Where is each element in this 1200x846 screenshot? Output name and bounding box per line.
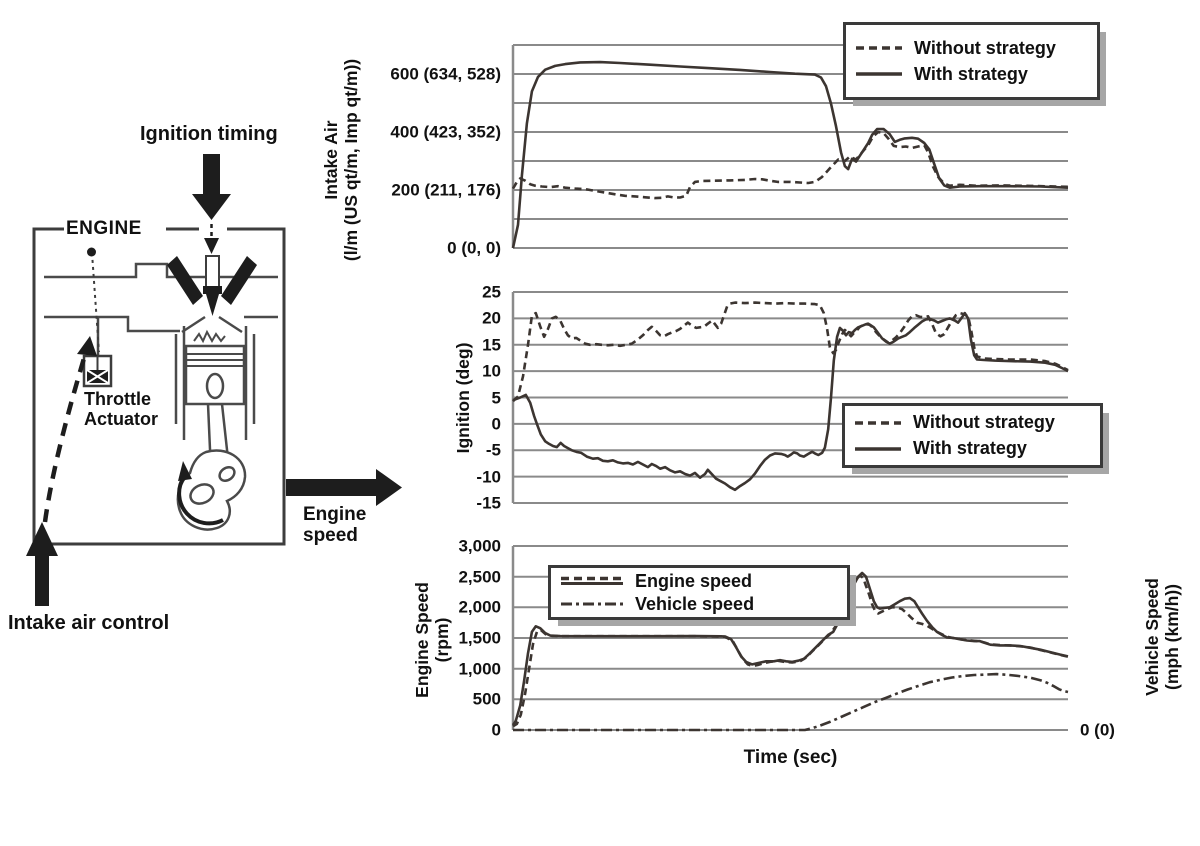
intake-to-throttle-dashed-arrow (42, 336, 97, 523)
y-axis-tick-label: 10 (482, 361, 501, 381)
y-axis-tick-label: 2,500 (458, 567, 501, 587)
legend-label: Vehicle speed (635, 593, 755, 614)
intake-air-legend: Without strategy With strategy (843, 22, 1100, 100)
intake-air-axis-title: Intake Air (l/m (US qt/m, Imp qt/m)) (321, 58, 361, 262)
engine-speed-label: Engine speed (303, 504, 367, 546)
dashed-line-icon (855, 420, 901, 425)
y-axis-tick-label: 0 (491, 414, 501, 434)
throttle-actuator-label: Throttle Actuator (84, 389, 159, 429)
time-axis-title: Time (sec) (743, 747, 838, 768)
legend-label: Engine speed (635, 570, 753, 591)
legend-label: Without strategy (913, 412, 1055, 432)
dashed-line-icon (856, 46, 902, 50)
legend-label: Without strategy (914, 37, 1056, 58)
solid-line-icon (855, 446, 901, 451)
y-axis-tick-label: 1,000 (458, 659, 501, 679)
legend-row: Without strategy (856, 38, 1087, 59)
legend-row: With strategy (856, 64, 1087, 85)
y-axis-tick-label: -15 (476, 493, 501, 513)
vehicle-speed-axis-title: Vehicle Speed (mph (km/h)) (1142, 578, 1182, 696)
intake-valve-icon (167, 256, 203, 305)
ignition-timing-label: Ignition timing (140, 123, 278, 145)
throttle-actuator-icon (82, 247, 113, 388)
legend-row: With strategy (855, 438, 1090, 459)
engine-label: ENGINE (66, 218, 142, 239)
cylinder-walls (174, 326, 256, 440)
series-with-strategy-solid (512, 311, 1069, 492)
legend-label: With strategy (913, 438, 1027, 458)
y-axis-tick-label: 200 (211, 176) (391, 180, 501, 200)
y-axis-tick-label: 500 (472, 689, 501, 709)
y-axis-tick-label: 2,000 (458, 597, 501, 617)
piston-icon (184, 344, 246, 406)
y-axis-tick-label: 25 (482, 282, 501, 302)
legend-row: Without strategy (855, 412, 1090, 433)
y-axis-tick-label: -10 (476, 467, 501, 487)
series-with-strategy-solid (511, 60, 1069, 249)
series-without-strategy-dashed (511, 130, 1069, 200)
legend-row: Engine speed (561, 571, 837, 592)
engine-box-outline (32, 227, 286, 546)
y-axis-tick-label: 5 (491, 388, 501, 407)
crank-rotation-arrow (177, 475, 224, 526)
y-axis-tick-label: 3,000 (458, 536, 501, 556)
throttle-linkage-line (91, 252, 100, 353)
y-axis-tick-label: 0 (0, 0) (447, 238, 501, 258)
engine-speed-arrow (286, 469, 402, 506)
series-vehicle-speed-dashdot (513, 672, 1069, 732)
ignition-legend: Without strategy With strategy (842, 403, 1103, 468)
dashed-over-solid-line-icon (561, 576, 623, 585)
dash-dot-line-icon (561, 602, 623, 606)
crankshaft-icon (176, 449, 247, 531)
ignition-chart (511, 291, 1069, 504)
speed-legend: Engine speed Vehicle speed (548, 565, 850, 620)
intake-air-control-label: Intake air control (8, 612, 170, 634)
y-axis-tick-label: -5 (485, 440, 501, 460)
valve-icons (167, 256, 257, 305)
intake-air-control-arrow (26, 522, 58, 606)
y-axis-tick-label: 15 (482, 335, 501, 355)
series-without-strategy-dashed (512, 301, 1069, 403)
solid-line-icon (856, 72, 902, 76)
y-axis-tick-label: 1,500 (458, 628, 501, 648)
y-axis-tick-label: 20 (482, 308, 501, 328)
ignition-timing-arrow (192, 154, 231, 254)
intake-manifold (44, 262, 278, 344)
y-axis-tick-label: 600 (634, 528) (390, 64, 501, 84)
legend-label: With strategy (914, 63, 1028, 84)
legend-row: Vehicle speed (561, 594, 837, 615)
engine-speed-axis-title: Engine Speed (rpm) (412, 582, 452, 698)
ignition-axis-title: Ignition (deg) (453, 342, 473, 454)
y2-axis-tick-label: 0 (0) (1080, 720, 1115, 740)
y-axis-tick-label: 400 (423, 352) (390, 122, 501, 142)
series-engine-speed-dashed (512, 574, 1069, 728)
exhaust-valve-icon (221, 256, 257, 305)
y-axis-tick-label: 0 (491, 720, 501, 740)
spark-plug-icon (203, 255, 222, 316)
